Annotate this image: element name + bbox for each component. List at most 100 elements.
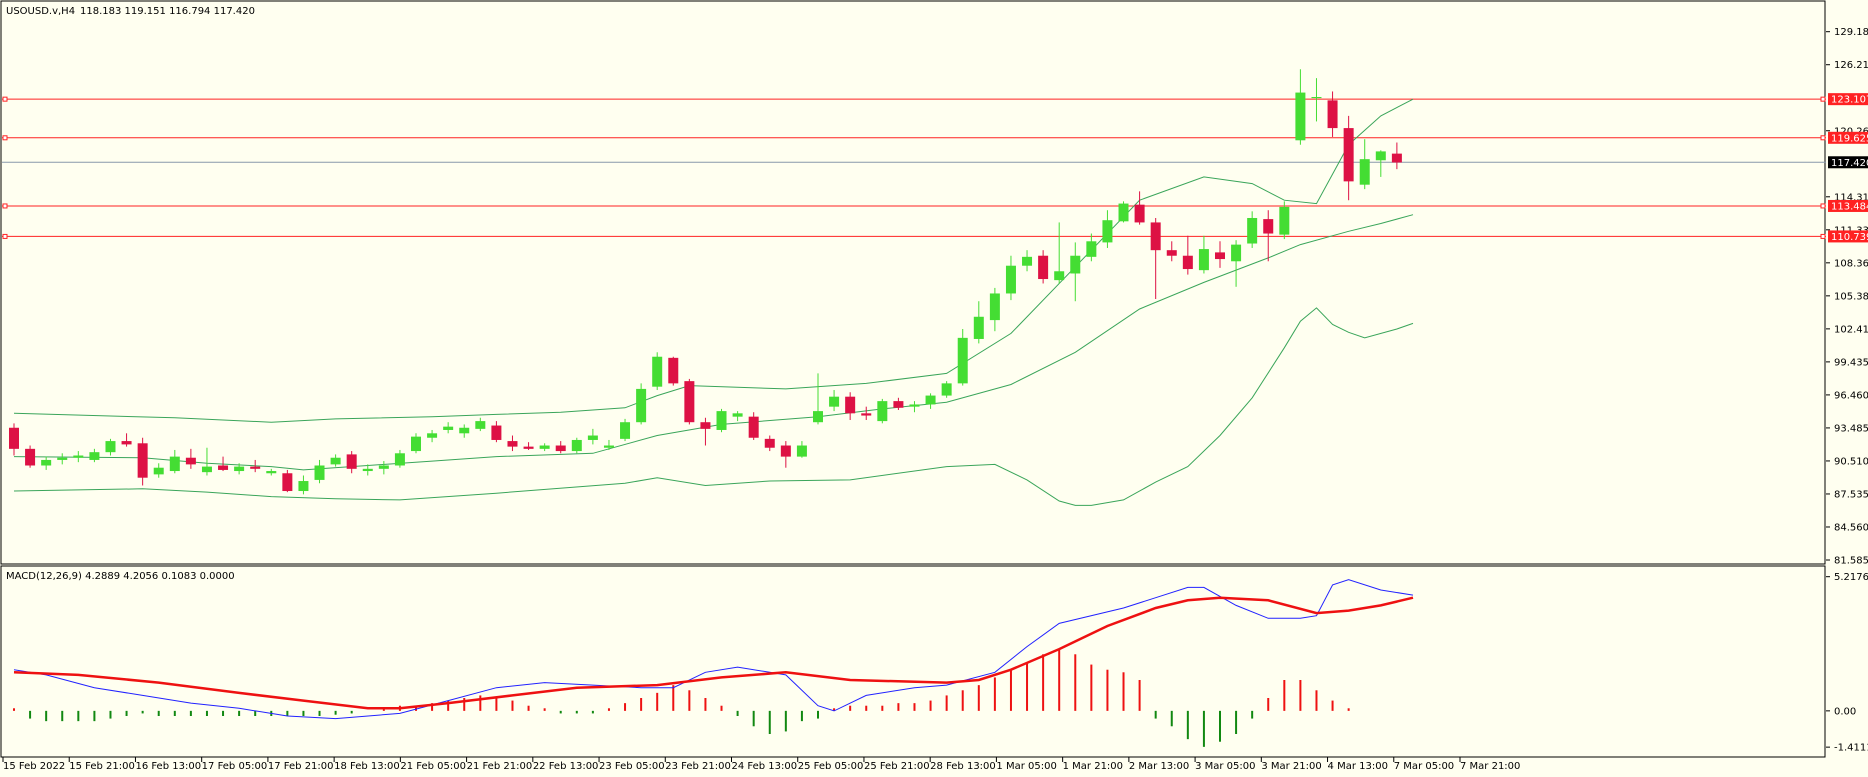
current-price-label: 117.420 [1831, 158, 1868, 169]
candle [861, 406, 872, 420]
candle-body [957, 337, 968, 384]
level-tag [1828, 199, 1868, 212]
candle [266, 468, 277, 476]
price-tick-label: 126.210 [1834, 60, 1868, 71]
level-handle[interactable] [2, 96, 8, 102]
candle [716, 408, 727, 433]
time-axis-label: 18 Feb 13:00 [334, 761, 400, 772]
candle-body [250, 466, 261, 469]
candle-body [1150, 222, 1161, 251]
candle [668, 356, 679, 386]
price-tick-label: 105.385 [1834, 291, 1868, 302]
level-handle[interactable] [1820, 233, 1826, 239]
macd-title: MACD(12,26,9) 4.2889 4.2056 0.1083 0.000… [6, 571, 235, 582]
candle-body [234, 466, 245, 472]
candle [250, 459, 261, 473]
candle-body [153, 467, 164, 475]
candle [121, 433, 132, 447]
level-handle[interactable] [1820, 96, 1826, 102]
candle-body [1038, 255, 1049, 280]
candle-body [57, 457, 68, 460]
candle [1343, 115, 1354, 201]
candle [9, 423, 19, 456]
candle-body [1118, 203, 1129, 222]
candle-body [620, 422, 631, 439]
candle-body [989, 293, 1000, 321]
candle [523, 442, 534, 450]
candle [571, 437, 582, 454]
candle-body [1134, 204, 1145, 223]
candle [877, 398, 888, 424]
macd-signal-line [13, 596, 1414, 710]
candle-body [218, 465, 229, 470]
candle [1263, 210, 1274, 262]
candle-body [378, 465, 389, 469]
candle [813, 373, 823, 425]
candle-body [121, 441, 132, 445]
candle-body [1263, 219, 1274, 234]
current-price-tag [1828, 156, 1868, 169]
candle [700, 417, 711, 446]
price-tick-label: 90.510 [1834, 456, 1868, 467]
candle-body [973, 316, 984, 339]
candle [1215, 241, 1225, 268]
candle-body [748, 416, 759, 438]
candle [1054, 222, 1065, 284]
candle [555, 441, 566, 454]
time-axis-label: 2 Mar 13:00 [1129, 761, 1189, 772]
candle [1022, 250, 1033, 272]
price-ohlc-readout: 118.183 119.151 116.794 117.420 [80, 6, 255, 17]
candle-body [1279, 206, 1290, 235]
time-axis-label: 4 Mar 13:00 [1328, 761, 1388, 772]
candle-body [185, 457, 196, 465]
candle-body [427, 433, 438, 438]
time-axis-label: 7 Mar 05:00 [1394, 761, 1454, 772]
candle [137, 437, 148, 486]
level-handle[interactable] [1820, 135, 1826, 141]
candle [893, 397, 904, 410]
candle-body [1311, 97, 1322, 99]
price-pane[interactable]: USOUSD.v,H4 118.183 119.151 116.794 117.… [0, 0, 1826, 565]
time-axis-label: 23 Feb 05:00 [599, 761, 665, 772]
candle [378, 461, 389, 475]
time-axis-label: 7 Mar 21:00 [1460, 761, 1520, 772]
candle-body [523, 446, 534, 449]
macd-tick-label: 0.00 [1834, 706, 1856, 717]
candle-body [925, 395, 936, 405]
level-handle[interactable] [2, 233, 8, 239]
candle-body [716, 411, 727, 430]
candle [636, 383, 647, 425]
candle-body [1070, 255, 1081, 274]
time-axis-label: 25 Feb 05:00 [798, 761, 864, 772]
candle-body [1102, 220, 1113, 243]
candle-body [1198, 249, 1209, 271]
candle [1070, 242, 1081, 302]
candle [732, 411, 743, 422]
time-axis-label: 21 Feb 21:00 [467, 761, 533, 772]
candle-body [539, 445, 550, 449]
candle [73, 451, 84, 463]
candle [169, 449, 180, 474]
candle [411, 433, 421, 454]
candle-body [1327, 100, 1338, 129]
level-tag-label: 110.739 [1831, 232, 1868, 243]
candle-body [282, 473, 293, 492]
candle [57, 453, 68, 465]
candle [507, 435, 518, 452]
candle-body [1005, 265, 1016, 294]
time-axis-label: 3 Mar 21:00 [1261, 761, 1321, 772]
candle [1198, 235, 1209, 274]
time-axis-label: 15 Feb 2022 [3, 761, 65, 772]
level-handle[interactable] [2, 135, 8, 141]
time-axis-label: 23 Feb 21:00 [665, 761, 731, 772]
candle [185, 448, 196, 469]
level-handle[interactable] [1820, 203, 1826, 209]
candle [1311, 78, 1322, 122]
price-tick-label: 81.585 [1834, 556, 1868, 567]
macd-tick-label: 5.2176 [1834, 572, 1868, 583]
macd-main-line [13, 579, 1414, 720]
candle [443, 422, 454, 434]
level-handle[interactable] [2, 203, 8, 209]
macd-pane[interactable]: MACD(12,26,9) 4.2889 4.2056 0.1083 0.000… [0, 565, 1826, 758]
